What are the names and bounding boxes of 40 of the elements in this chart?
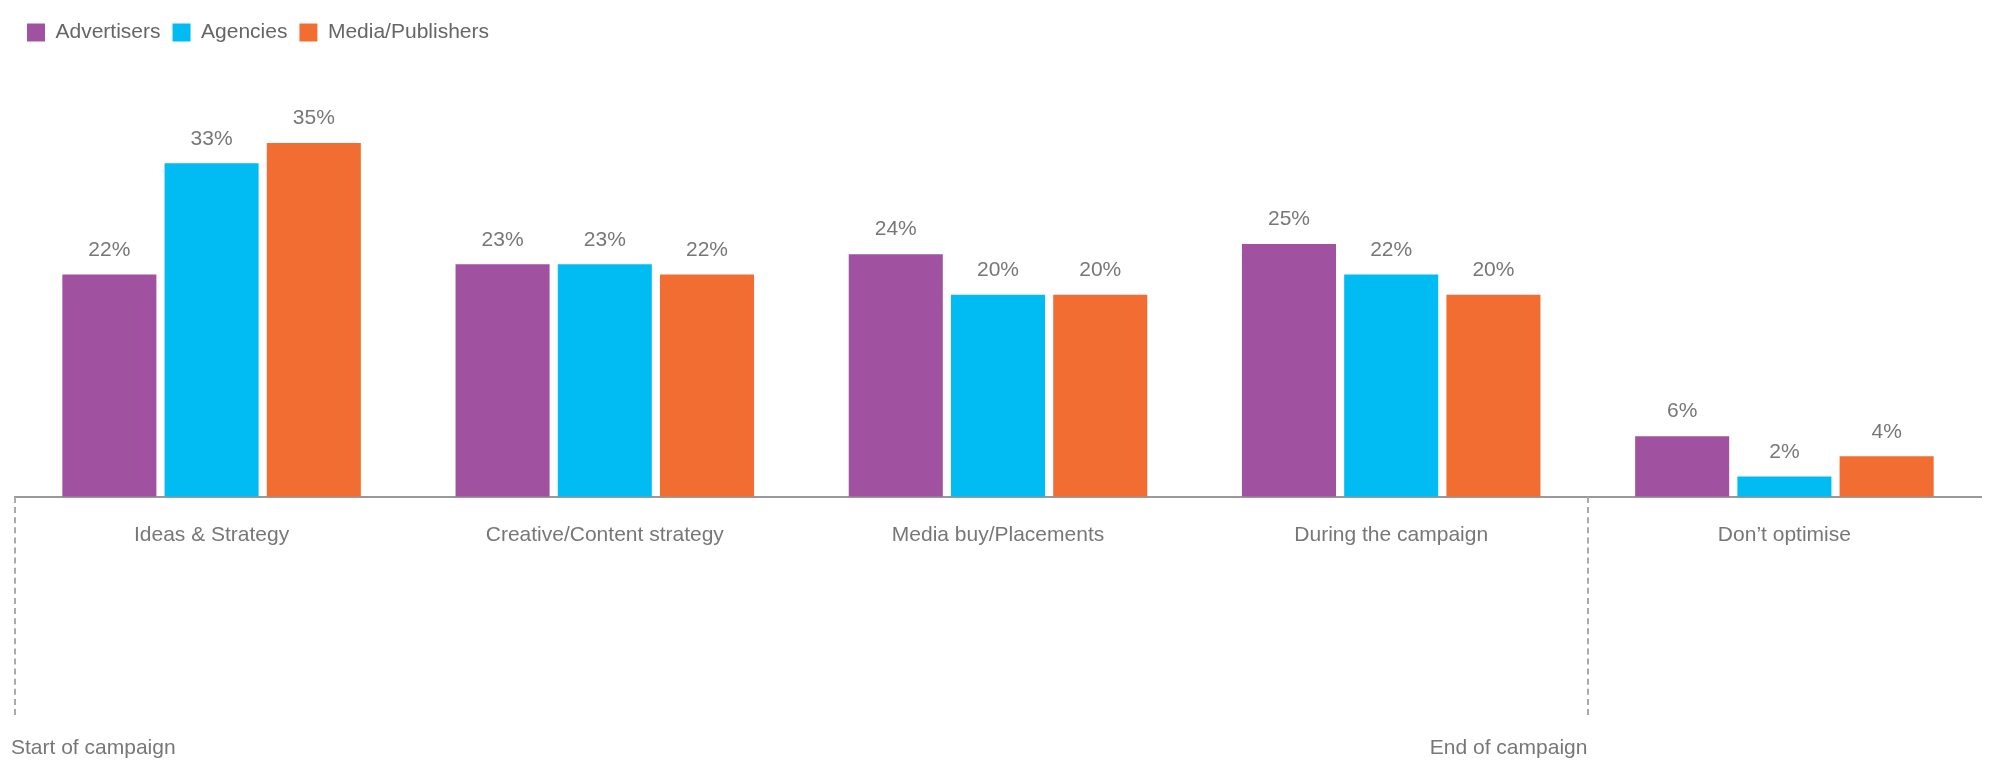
data-label: 22% bbox=[1370, 236, 1413, 260]
bar bbox=[1635, 436, 1730, 497]
data-label: 4% bbox=[1871, 418, 1902, 442]
data-label: 33% bbox=[190, 125, 233, 149]
data-label: 6% bbox=[1666, 398, 1698, 422]
bar bbox=[266, 143, 361, 497]
bar bbox=[660, 274, 755, 497]
data-label: 20% bbox=[1472, 256, 1515, 280]
data-label: 23% bbox=[481, 226, 524, 250]
x-tick-label: Creative/Content strategy bbox=[485, 522, 725, 546]
text: Start of campaign bbox=[11, 735, 176, 759]
bar bbox=[557, 264, 652, 497]
bar bbox=[1839, 456, 1934, 497]
data-label: 35% bbox=[292, 105, 335, 129]
bar bbox=[1737, 476, 1832, 497]
data-label: 20% bbox=[1079, 256, 1122, 280]
x-tick-label: During the campaign bbox=[1294, 522, 1489, 546]
text: End of campaign bbox=[1429, 735, 1588, 759]
data-label: 22% bbox=[686, 236, 729, 260]
data-label: 23% bbox=[583, 226, 626, 250]
data-label: 24% bbox=[874, 216, 917, 240]
data-label: 22% bbox=[88, 236, 131, 260]
legend-label: Media/Publishers bbox=[327, 19, 490, 43]
data-label: 25% bbox=[1267, 206, 1310, 230]
bar bbox=[950, 294, 1046, 497]
data-label: 20% bbox=[976, 256, 1020, 280]
x-tick-label: Media buy/Placements bbox=[891, 522, 1105, 546]
legend-label: Agencies bbox=[201, 19, 288, 43]
bar bbox=[164, 163, 259, 497]
bar bbox=[1344, 274, 1439, 497]
bar bbox=[1241, 244, 1336, 497]
x-tick-label: Ideas & Strategy bbox=[133, 522, 290, 546]
x-tick-label: Don’t optimise bbox=[1717, 522, 1851, 546]
legend-label: Advertisers bbox=[55, 19, 161, 43]
bar bbox=[848, 254, 943, 497]
data-label: 2% bbox=[1769, 438, 1800, 462]
bar bbox=[1053, 294, 1148, 497]
bar bbox=[62, 274, 157, 497]
bar bbox=[1446, 294, 1541, 497]
bar bbox=[455, 264, 550, 497]
